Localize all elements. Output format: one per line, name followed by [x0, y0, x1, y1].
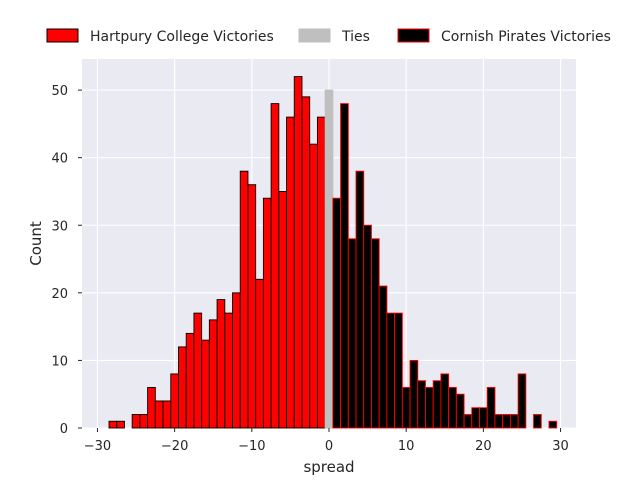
- bar-series-0: [116, 420, 125, 429]
- x-tick-label: −20: [161, 439, 188, 454]
- bar-series-2: [502, 414, 511, 429]
- bar-series-0: [270, 103, 280, 429]
- bar-series-2: [440, 373, 450, 429]
- bar-series-2: [409, 359, 419, 429]
- legend-swatch-1: [298, 28, 331, 43]
- bar-series-0: [309, 143, 318, 429]
- bar-series-0: [154, 400, 164, 429]
- bar-series-2: [401, 387, 411, 429]
- x-axis-label: spread: [303, 458, 354, 476]
- y-tick-label: 0: [60, 422, 68, 437]
- y-tick-label: 30: [51, 219, 68, 234]
- legend-label-1: Ties: [341, 29, 370, 45]
- bar-series-0: [131, 414, 141, 429]
- y-tick-label: 40: [51, 152, 68, 167]
- x-tick-label: 0: [325, 439, 333, 454]
- bar-series-2: [340, 103, 349, 429]
- bar-series-0: [247, 184, 257, 429]
- bar-series-0: [178, 346, 187, 429]
- bar-series-2: [479, 407, 488, 429]
- bar-series-0: [301, 96, 311, 429]
- bar-series-2: [347, 238, 357, 429]
- x-tick-label: 30: [552, 439, 569, 454]
- bar-series-0: [316, 116, 326, 429]
- bar-series-0: [208, 319, 218, 429]
- bar-series-0: [278, 191, 287, 429]
- bar-series-0: [193, 312, 203, 429]
- bar-series-2: [355, 170, 365, 429]
- bar-series-2: [378, 285, 388, 429]
- bar-series-2: [455, 393, 465, 429]
- x-tick-label: −10: [238, 439, 265, 454]
- x-tick-label: 10: [398, 439, 415, 454]
- bars: [108, 76, 558, 429]
- bar-series-0: [224, 312, 233, 429]
- bar-series-2: [471, 407, 480, 429]
- bar-series-0: [201, 339, 210, 429]
- legend-label-2: Cornish Pirates Victories: [441, 29, 611, 45]
- y-axis-ticks: 0 10 20 30 40 50: [51, 84, 82, 437]
- legend-label-0: Hartpury College Victories: [90, 29, 274, 45]
- bar-series-0: [216, 299, 226, 429]
- bar-series-2: [494, 414, 504, 429]
- y-tick-label: 20: [51, 287, 68, 302]
- bar-series-0: [293, 76, 303, 429]
- bar-series-0: [185, 332, 195, 429]
- bar-series-0: [255, 278, 264, 429]
- legend-swatch-0: [46, 28, 79, 43]
- bar-series-2: [425, 387, 434, 429]
- legend: Hartpury College Victories Ties Cornish Pi…: [46, 28, 611, 45]
- bar-series-2: [509, 414, 519, 429]
- bar-series-2: [548, 420, 558, 429]
- y-tick-label: 50: [51, 84, 68, 99]
- bar-series-2: [332, 197, 342, 429]
- bar-series-2: [394, 312, 403, 429]
- legend-swatch-2: [397, 28, 430, 43]
- bar-series-2: [386, 312, 396, 429]
- bar-series-2: [371, 238, 380, 429]
- bar-series-2: [533, 414, 542, 429]
- bar-series-2: [363, 224, 372, 429]
- bar-series-2: [486, 387, 496, 429]
- bar-series-0: [286, 116, 295, 429]
- bar-series-2: [448, 387, 457, 429]
- bar-series-0: [170, 373, 179, 429]
- bar-series-0: [139, 414, 149, 429]
- bar-series-0: [239, 170, 249, 429]
- bar-series-0: [147, 387, 156, 429]
- bar-series-2: [417, 380, 426, 429]
- bar-series-0: [262, 197, 272, 429]
- x-tick-label: 20: [475, 439, 492, 454]
- bar-series-0: [232, 292, 241, 429]
- bar-series-2: [517, 373, 527, 429]
- bar-series-2: [463, 414, 473, 429]
- x-tick-label: −30: [84, 439, 111, 454]
- x-axis-ticks: −30 −20 −10 0 10 20 30: [84, 428, 569, 454]
- bar-series-1: [324, 89, 334, 429]
- y-tick-label: 10: [51, 354, 68, 369]
- bar-series-0: [162, 400, 172, 429]
- bar-series-2: [432, 380, 442, 429]
- bar-series-0: [108, 420, 118, 429]
- y-axis-label: Count: [27, 221, 45, 266]
